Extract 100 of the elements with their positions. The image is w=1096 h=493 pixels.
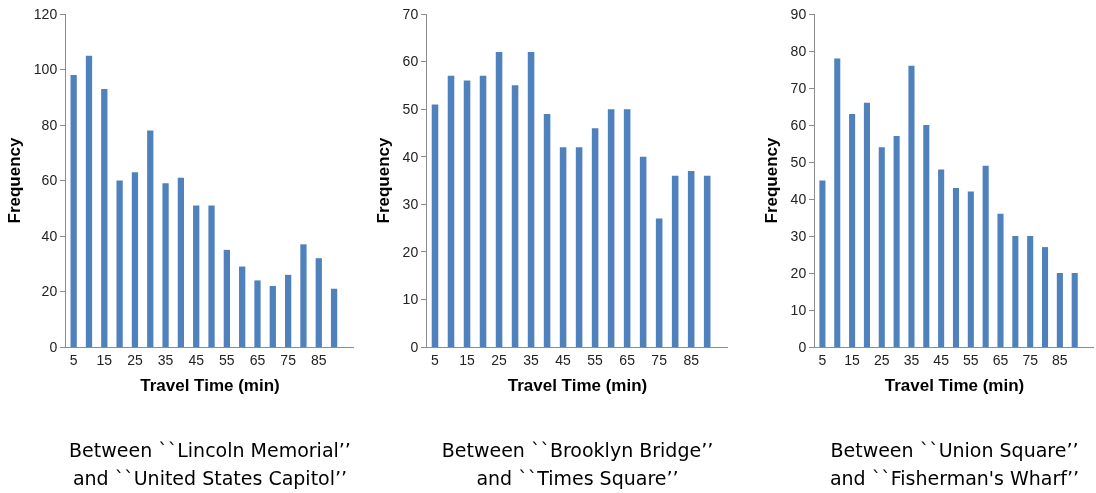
- bar: [495, 52, 503, 347]
- x-tick-label: 55: [219, 351, 235, 368]
- x-tick-label: 75: [1022, 351, 1039, 368]
- x-tick-label: 5: [818, 351, 827, 368]
- y-tick-label: 10: [402, 291, 419, 308]
- y-tick-label: 50: [790, 153, 807, 170]
- bar: [938, 169, 945, 347]
- x-tick-label: 15: [96, 351, 113, 368]
- bar: [559, 147, 567, 347]
- bar: [863, 102, 870, 347]
- bar: [511, 85, 519, 347]
- bar: [131, 172, 139, 347]
- bar: [300, 244, 307, 347]
- bar: [575, 147, 583, 347]
- bar: [463, 80, 471, 347]
- text: Between ``Lincoln Memorial’’ and ``United States Capitol’’: [68, 438, 352, 491]
- bar: [284, 274, 292, 347]
- bar: [923, 125, 930, 347]
- x-tick-label: 45: [555, 351, 572, 368]
- bar: [85, 55, 93, 347]
- y-tick-label: 20: [790, 264, 807, 281]
- bar: [655, 218, 663, 347]
- bar: [908, 65, 915, 347]
- bar: [982, 165, 989, 347]
- x-tick-label: 75: [651, 351, 668, 368]
- bar: [101, 88, 108, 347]
- bar: [193, 205, 200, 347]
- bar: [997, 213, 1004, 347]
- x-tick-label: 5: [69, 351, 78, 368]
- y-tick-label: 50: [402, 101, 419, 118]
- y-tick-label: 80: [790, 42, 807, 59]
- bar: [703, 175, 711, 347]
- y-axis-title: Frequency: [374, 136, 394, 224]
- bar: [1012, 236, 1019, 347]
- x-tick-label: 65: [249, 351, 266, 368]
- x-tick-label: 45: [933, 351, 950, 368]
- bar: [543, 113, 551, 347]
- bar: [447, 75, 455, 347]
- y-tick-label: 20: [41, 283, 58, 300]
- bar: [208, 205, 215, 347]
- x-tick-label: 25: [127, 351, 143, 368]
- x-tick-label: 35: [903, 351, 920, 368]
- x-tick-label: 25: [491, 351, 508, 368]
- x-tick-label: 45: [188, 351, 205, 368]
- y-tick-label: 70: [402, 5, 419, 22]
- bar: [893, 136, 900, 347]
- y-tick-label: 40: [41, 227, 58, 244]
- bar: [591, 128, 599, 347]
- x-tick-label: 85: [310, 351, 327, 368]
- x-tick-label: 15: [459, 351, 476, 368]
- y-tick-label: 100: [33, 61, 58, 78]
- bar: [607, 109, 615, 347]
- y-tick-label: 60: [41, 172, 58, 189]
- bar: [147, 130, 154, 347]
- x-tick-label: 65: [619, 351, 636, 368]
- bar: [269, 285, 276, 347]
- x-tick-label: 75: [280, 351, 297, 368]
- bar: [1056, 273, 1063, 347]
- bar: [639, 156, 647, 347]
- bar: [116, 180, 123, 347]
- x-axis-title: Travel Time (min): [884, 376, 1025, 396]
- y-tick-label: 60: [402, 53, 419, 70]
- y-tick-label: 70: [790, 79, 807, 96]
- y-tick-label: 0: [410, 338, 419, 355]
- y-tick-label: 60: [790, 116, 807, 133]
- bar: [687, 170, 695, 347]
- x-tick-label: 35: [157, 351, 174, 368]
- bar: [878, 147, 885, 347]
- y-tick-label: 0: [798, 338, 807, 355]
- y-tick-label: 10: [790, 301, 807, 318]
- y-tick-label: 120: [33, 5, 58, 22]
- bar: [527, 52, 535, 347]
- bar: [254, 280, 261, 347]
- y-axis-title: Frequency: [762, 136, 782, 224]
- bar: [1027, 236, 1034, 347]
- x-tick-label: 55: [963, 351, 979, 368]
- bar: [479, 75, 487, 347]
- y-tick-label: 0: [49, 338, 58, 355]
- bar: [671, 175, 679, 347]
- bar: [623, 109, 631, 347]
- bar: [1071, 273, 1078, 347]
- x-tick-label: 85: [1052, 351, 1068, 368]
- y-tick-label: 90: [790, 5, 807, 22]
- bar: [330, 288, 338, 347]
- bar: [70, 75, 77, 347]
- y-tick-label: 40: [402, 148, 419, 165]
- y-tick-label: 30: [402, 196, 419, 213]
- bar: [162, 183, 169, 347]
- bar: [834, 58, 841, 347]
- y-axis-title: Frequency: [5, 136, 25, 224]
- bar: [177, 177, 185, 347]
- x-tick-label: 5: [431, 351, 440, 368]
- bar: [223, 249, 230, 347]
- bar: [239, 266, 246, 347]
- x-tick-label: 15: [844, 351, 861, 368]
- x-tick-label: 55: [587, 351, 604, 368]
- x-tick-label: 25: [873, 351, 890, 368]
- bar: [431, 104, 439, 347]
- x-axis-title: Travel Time (min): [140, 376, 280, 396]
- text: Between ``Brooklyn Bridge’’ and ``Times Square’’: [440, 438, 715, 491]
